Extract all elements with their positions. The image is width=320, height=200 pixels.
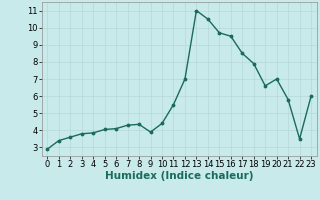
X-axis label: Humidex (Indice chaleur): Humidex (Indice chaleur) [105, 171, 253, 181]
